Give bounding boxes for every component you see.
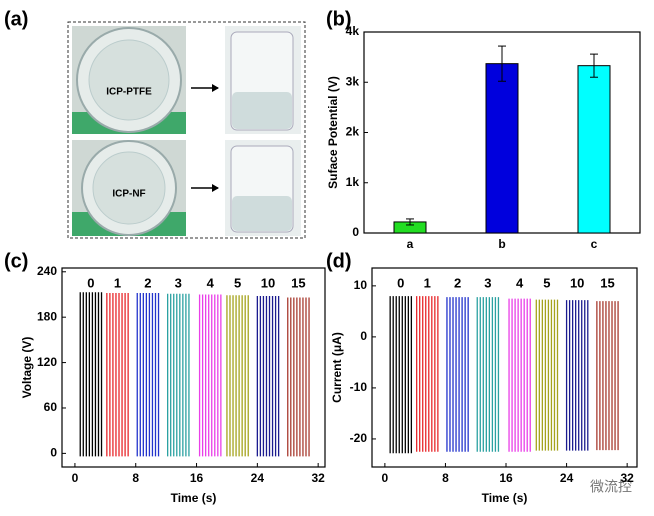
y-tick-label: 0 [50,446,57,460]
bar [577,65,611,234]
dish-inner [88,39,170,121]
dish-inner [92,151,166,225]
y-tick-label: 3k [346,74,360,88]
series-label: 4 [207,275,215,290]
series-label: 4 [516,275,524,290]
y-tick-label: 120 [37,355,57,369]
y-tick-label: -20 [350,431,368,445]
x-axis-label: Time (s) [171,491,217,505]
x-tick-label: 24 [560,471,574,485]
water [232,92,292,129]
x-tick-label: 8 [132,471,139,485]
x-tick-label: 24 [251,471,265,485]
series-label: 10 [261,275,275,290]
series-label: 5 [234,275,241,290]
photo-label: ICP-NF [112,189,145,200]
x-tick-label: c [591,237,598,251]
photo-label: ICP-PTFE [106,87,152,98]
y-axis-label: Suface Potential (V) [326,76,340,189]
x-tick-label: 32 [620,471,634,485]
dashed-frame [67,21,306,239]
series-label: 0 [87,275,94,290]
y-axis-label: Voltage (V) [20,337,34,399]
x-tick-label: 16 [190,471,204,485]
series-label: 3 [175,275,182,290]
y-tick-label: 2k [346,125,360,139]
series-label: 1 [424,275,431,290]
x-tick-label: 8 [442,471,449,485]
arrow-head [212,84,219,92]
y-tick-label: 0 [360,329,367,343]
plot-frame [371,267,638,468]
plot-frame [61,267,326,468]
panel-label: (a) [4,8,28,30]
series-label: 5 [543,275,550,290]
series-label: 10 [570,275,584,290]
x-tick-label: 0 [72,471,79,485]
x-tick-label: 16 [499,471,513,485]
series-label: 3 [484,275,491,290]
y-tick-label: 180 [37,309,57,323]
series-label: 2 [454,275,461,290]
series-label: 0 [397,275,404,290]
series-label: 15 [291,275,305,290]
y-tick-label: 60 [44,400,58,414]
x-tick-label: 0 [382,471,389,485]
series-label: 2 [144,275,151,290]
y-tick-label: 240 [37,264,57,278]
series-label: 1 [114,275,121,290]
panel-label: (c) [4,250,28,272]
x-tick-label: a [407,237,414,251]
y-tick-label: 4k [346,24,360,38]
water [232,196,292,231]
y-tick-label: 10 [354,278,368,292]
bar [485,63,519,234]
watermark: 微流控 [590,479,632,495]
panel-label: (d) [326,250,352,272]
x-tick-label: b [498,237,505,251]
y-tick-label: -10 [350,380,368,394]
panel-label: (b) [326,8,352,30]
y-tick-label: 0 [352,225,359,239]
series-label: 15 [600,275,614,290]
x-tick-label: 32 [311,471,325,485]
y-tick-label: 1k [346,175,360,189]
x-axis-label: Time (s) [482,491,528,505]
photo-panel: ICP-PTFE ICP-NF [67,21,306,239]
arrow-head [212,184,219,192]
y-axis-label: Current (μA) [330,332,344,403]
